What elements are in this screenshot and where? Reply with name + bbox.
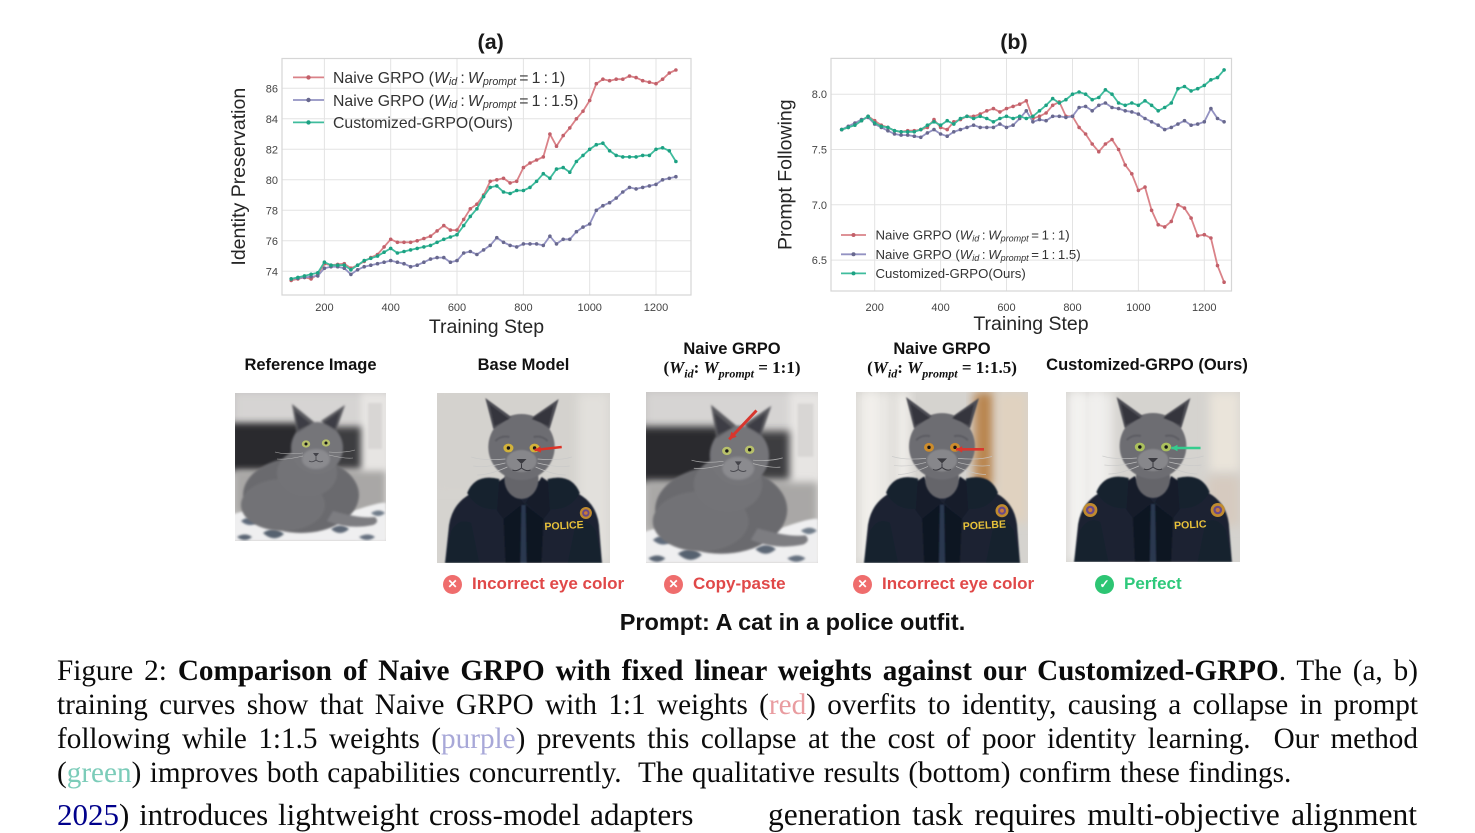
svg-text:POLICE: POLICE [544,519,584,533]
svg-text:POELBE: POELBE [963,519,1007,533]
svg-text:82: 82 [266,144,278,156]
svg-text:Training Step: Training Step [429,316,544,338]
svg-text:Training Step: Training Step [973,313,1088,335]
svg-text:Naive GRPO (Wid : Wprompt = 1: Naive GRPO (Wid : Wprompt = 1 : 1.5) [876,247,1081,263]
svg-text:Prompt Following: Prompt Following [775,99,797,250]
svg-text:1200: 1200 [1192,302,1216,314]
svg-text:Naive GRPO (Wid : Wprompt = 1: Naive GRPO (Wid : Wprompt = 1 : 1) [876,228,1070,244]
svg-text:8.0: 8.0 [812,89,827,101]
svg-text:800: 800 [514,302,532,314]
svg-text:POLIC: POLIC [1174,518,1207,532]
svg-text:84: 84 [266,114,278,126]
svg-text:6.5: 6.5 [812,255,827,267]
svg-text:76: 76 [266,236,278,248]
svg-text:1000: 1000 [577,302,601,314]
svg-text:(a): (a) [478,30,504,54]
svg-text:7.0: 7.0 [812,200,827,212]
svg-text:7.5: 7.5 [812,145,827,157]
svg-text:800: 800 [1063,302,1081,314]
svg-text:Naive GRPO (Wid : Wprompt = 1: Naive GRPO (Wid : Wprompt = 1 : 1.5) [333,93,578,111]
svg-text:Customized-GRPO(Ours): Customized-GRPO(Ours) [876,266,1026,281]
svg-text:Identity Preservation: Identity Preservation [228,88,250,266]
svg-text:1200: 1200 [644,302,668,314]
svg-text:(b): (b) [1000,30,1027,54]
svg-text:400: 400 [931,302,949,314]
svg-text:1000: 1000 [1126,302,1150,314]
svg-text:200: 200 [866,302,884,314]
svg-text:Customized-GRPO(Ours): Customized-GRPO(Ours) [333,115,513,132]
svg-text:600: 600 [997,302,1015,314]
svg-text:78: 78 [266,205,278,217]
svg-text:80: 80 [266,175,278,187]
svg-text:400: 400 [382,302,400,314]
svg-text:600: 600 [448,302,466,314]
svg-text:200: 200 [315,302,333,314]
svg-text:74: 74 [266,266,278,278]
svg-text:86: 86 [266,83,278,95]
svg-text:Naive GRPO (Wid : Wprompt = 1: Naive GRPO (Wid : Wprompt = 1 : 1) [333,70,565,88]
